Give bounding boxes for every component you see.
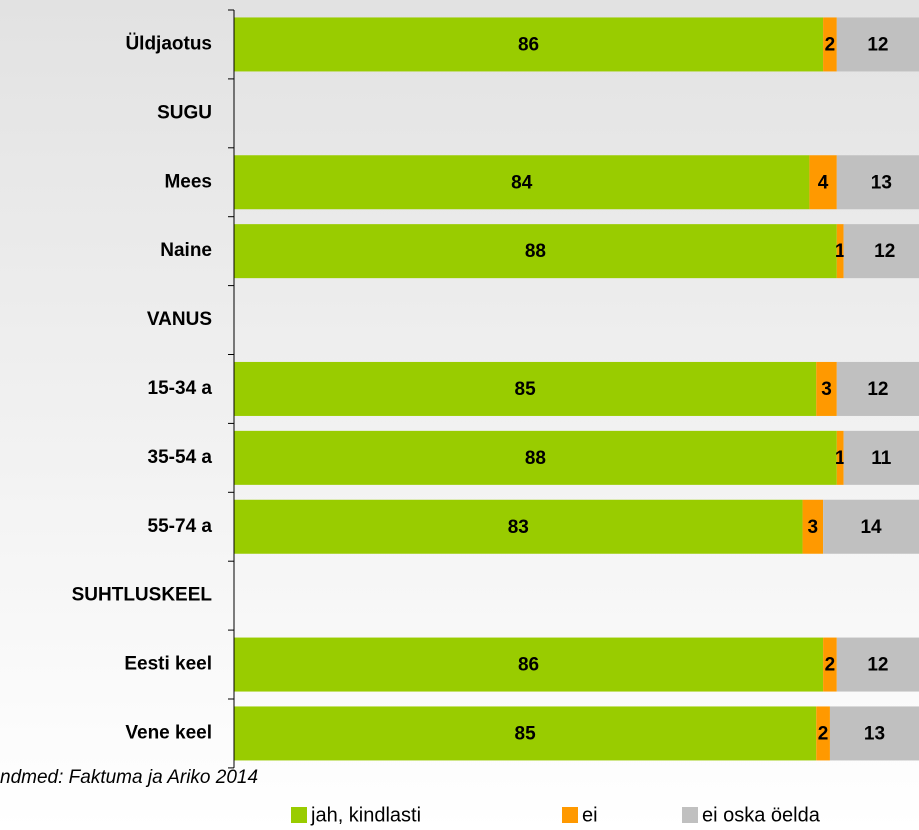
value-label: 3: [821, 379, 832, 400]
bar-segment: [843, 430, 919, 485]
bar-segment: [816, 361, 837, 416]
category-label: Vene keel: [125, 722, 212, 743]
bar-segment: [836, 17, 919, 72]
value-label: 12: [874, 241, 895, 262]
bar-segment: [234, 361, 817, 416]
value-label: 11: [871, 448, 892, 469]
value-label: 86: [518, 34, 539, 55]
bar-segment: [802, 499, 824, 554]
legend-swatch: [682, 807, 698, 823]
value-label: 13: [871, 172, 892, 193]
category-label: Naine: [160, 240, 212, 261]
bar-segment: [823, 17, 837, 72]
bar-segment: [234, 499, 803, 554]
value-label: 88: [525, 241, 546, 262]
value-label: 12: [867, 655, 888, 676]
value-label: 14: [860, 517, 882, 538]
bar-segment: [234, 224, 837, 279]
value-label: 13: [864, 723, 885, 744]
bar-segment: [234, 706, 817, 761]
value-label: 85: [515, 723, 537, 744]
value-label: 1: [835, 241, 846, 262]
bar-segment: [836, 155, 919, 210]
value-label: 2: [825, 655, 836, 676]
bar-segment: [823, 637, 837, 692]
value-label: 2: [825, 34, 836, 55]
category-label: SUHTLUSKEEL: [72, 585, 213, 606]
value-label: 83: [508, 517, 529, 538]
value-label: 85: [515, 379, 537, 400]
bar-segment: [823, 499, 919, 554]
value-label: 12: [867, 379, 888, 400]
legend-label: ei: [582, 804, 598, 826]
bar-segment: [843, 224, 919, 279]
value-label: 86: [518, 655, 539, 676]
bar-segment: [234, 637, 824, 692]
category-label: Üldjaotus: [125, 33, 212, 54]
category-label: SUGU: [157, 102, 212, 123]
value-label: 84: [511, 172, 533, 193]
bar-segment: [234, 155, 810, 210]
value-label: 88: [525, 448, 546, 469]
value-label: 3: [808, 517, 819, 538]
bar-segment: [836, 361, 919, 416]
category-label: 15-34 a: [148, 378, 213, 399]
category-label: 55-74 a: [148, 516, 213, 537]
legend-swatch: [562, 807, 578, 823]
value-label: 2: [818, 723, 829, 744]
bar-segment: [829, 706, 919, 761]
bar-segment: [836, 430, 844, 485]
category-label: VANUS: [147, 309, 212, 330]
legend-label: ei oska öelda: [702, 804, 821, 826]
value-label: 1: [835, 448, 846, 469]
bar-segment: [234, 17, 824, 72]
bar-segment: [816, 706, 830, 761]
legend-label: jah, kindlasti: [310, 804, 421, 826]
value-label: 12: [867, 34, 888, 55]
source-note: ndmed: Faktuma ja Ariko 2014: [0, 767, 258, 788]
legend-swatch: [291, 807, 307, 823]
bar-segment: [836, 224, 844, 279]
category-label: Eesti keel: [124, 654, 212, 675]
bar-segment: [234, 430, 837, 485]
category-label: Mees: [164, 171, 212, 192]
bar-segment: [836, 637, 919, 692]
category-label: 35-54 a: [148, 447, 213, 468]
value-label: 4: [818, 172, 829, 193]
bar-segment: [809, 155, 837, 210]
